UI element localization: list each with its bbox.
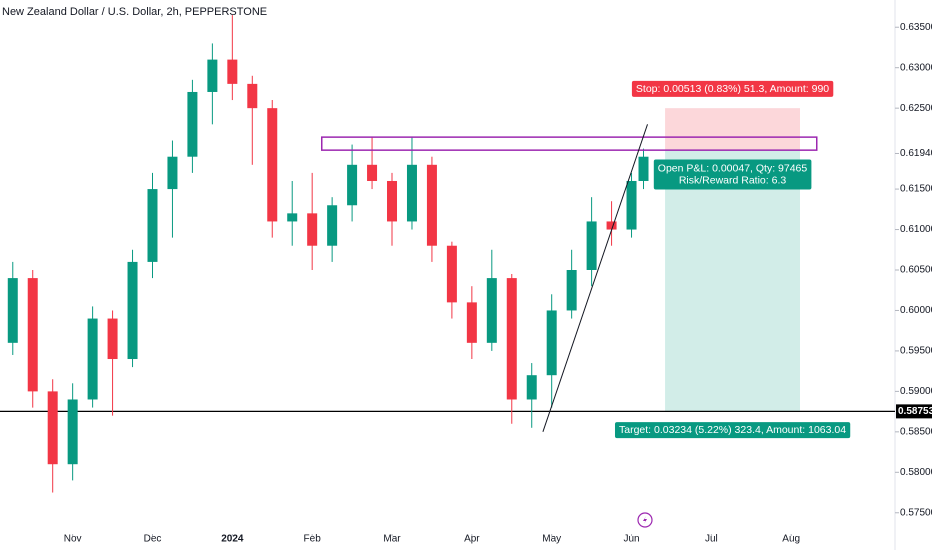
x-tick-label: Feb <box>304 534 322 545</box>
candle-body <box>506 278 517 400</box>
trend-line <box>542 124 648 433</box>
candle-body <box>626 180 637 230</box>
stop-label: Stop: 0.00513 (0.83%) 51.3, Amount: 990 <box>636 83 829 95</box>
x-tick-label: Dec <box>144 534 162 545</box>
x-tick-label: May <box>542 534 561 545</box>
candle-body <box>67 399 78 465</box>
candle-body <box>586 221 597 270</box>
candle-body <box>367 164 378 181</box>
chart-title: New Zealand Dollar / U.S. Dollar, 2h, PE… <box>2 6 267 18</box>
candle-body <box>107 318 118 360</box>
candle-body <box>606 221 617 230</box>
x-tick-label: Jun <box>623 534 639 545</box>
target-zone <box>665 149 800 412</box>
candle-body <box>27 278 38 392</box>
x-tick-label: Jul <box>705 534 718 545</box>
pnl-label: Open P&L: 0.00047, Qty: 97465 <box>658 162 808 174</box>
candle-body <box>187 91 198 157</box>
x-tick-label: Mar <box>383 534 401 545</box>
candle-body <box>307 213 318 246</box>
stop-label-bg <box>631 80 834 97</box>
candle-body <box>127 261 138 360</box>
candle-body <box>466 302 477 343</box>
candle-body <box>287 213 298 222</box>
candle-body <box>406 164 417 222</box>
candle-body <box>327 205 338 246</box>
candle-body <box>546 310 557 376</box>
candle-body <box>47 391 58 465</box>
x-tick-label: Nov <box>64 534 82 545</box>
plot-area: Stop: 0.00513 (0.83%) 51.3, Amount: 990 O… <box>0 15 895 493</box>
hline-label: 0.58753 <box>898 406 932 417</box>
candle-body <box>267 108 278 222</box>
candle-body <box>227 59 238 84</box>
candle-body <box>446 245 457 303</box>
x-tick-label: 2024 <box>221 534 244 545</box>
target-label: Target: 0.03234 (5.22%) 323.4, Amount: 1… <box>619 424 846 436</box>
candle-body <box>147 189 158 262</box>
lightning-icon[interactable] <box>637 512 653 528</box>
candle-body <box>566 270 577 311</box>
candle-body <box>486 278 497 343</box>
candle-body <box>638 156 649 181</box>
candle-body <box>247 83 258 109</box>
hline-label-bg <box>896 404 932 419</box>
resistance-zone <box>321 136 818 151</box>
ratio-label: Risk/Reward Ratio: 6.3 <box>679 174 787 186</box>
candle-body <box>7 278 18 343</box>
candle-body <box>387 180 398 222</box>
candle-body <box>347 164 358 206</box>
x-tick-label: Aug <box>782 534 800 545</box>
candle-body <box>207 59 218 92</box>
stop-zone <box>665 108 800 150</box>
pnl-label-bg <box>653 159 812 190</box>
x-tick-label: Apr <box>464 534 480 545</box>
candle-body <box>87 318 98 400</box>
candle-body <box>526 375 537 400</box>
y-tick-label: 0.57500 <box>900 507 932 518</box>
candle-body <box>167 156 178 190</box>
candle-body <box>426 164 437 246</box>
target-label-bg <box>614 422 851 439</box>
